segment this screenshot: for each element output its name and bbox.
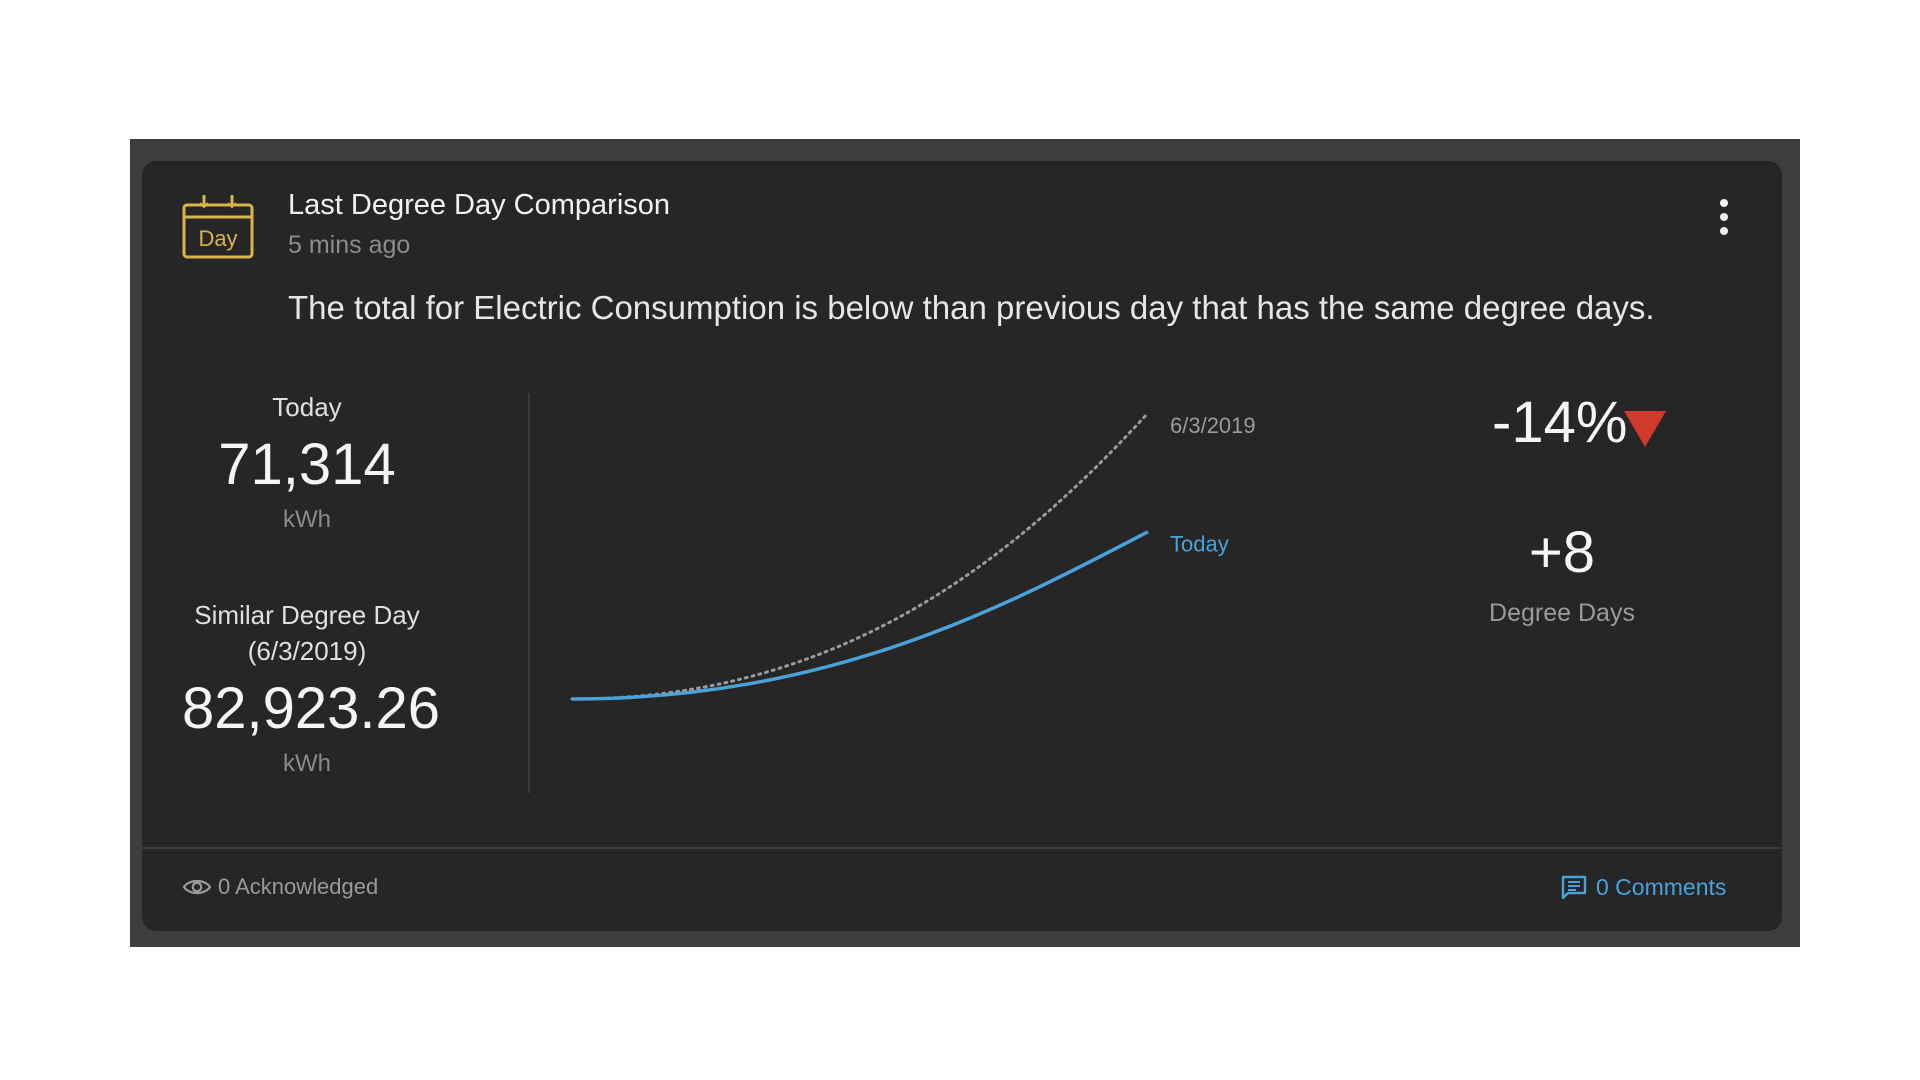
series-line-1 bbox=[571, 530, 1149, 701]
more-vert-icon[interactable] bbox=[1712, 197, 1736, 237]
comments-button[interactable]: 0 Comments bbox=[1560, 867, 1726, 907]
comparison-summary: -14% +8 Degree Days bbox=[1462, 389, 1722, 627]
today-unit: kWh bbox=[283, 506, 331, 533]
similar-unit: kWh bbox=[283, 750, 331, 777]
triangle-down-icon bbox=[1624, 411, 1666, 447]
degree-day-card: Day Last Degree Day Comparison 5 mins ag… bbox=[142, 161, 1782, 931]
card-timestamp: 5 mins ago bbox=[288, 231, 411, 259]
series-label-1: Today bbox=[1170, 532, 1229, 557]
degree-days-label: Degree Days bbox=[1489, 599, 1635, 627]
footer-divider bbox=[142, 847, 1782, 849]
percent-change-row: -14% bbox=[1462, 389, 1722, 459]
calendar-day-text: Day bbox=[198, 226, 237, 251]
acknowledged-label: 0 Acknowledged bbox=[218, 874, 379, 899]
comments-label: 0 Comments bbox=[1596, 873, 1727, 900]
today-value: 71,314 bbox=[218, 432, 396, 497]
card-title: Last Degree Day Comparison bbox=[288, 189, 671, 221]
series-line-0 bbox=[570, 411, 1150, 701]
similar-label-line2: (6/3/2019) bbox=[247, 636, 367, 666]
today-stat: Today 71,314 kWh bbox=[182, 389, 432, 537]
similar-label-line1: Similar Degree Day bbox=[194, 600, 420, 630]
today-label: Today bbox=[272, 392, 342, 422]
card-message: The total for Electric Consumption is be… bbox=[288, 289, 1655, 326]
widget-frame: Day Last Degree Day Comparison 5 mins ag… bbox=[130, 139, 1800, 947]
degree-days-value: +8 bbox=[1528, 520, 1596, 585]
comment-icon bbox=[1560, 874, 1588, 900]
comparison-chart: 6/3/2019 Today bbox=[562, 381, 1362, 801]
similar-value: 82,923.26 bbox=[182, 676, 441, 741]
stats-column: Today 71,314 kWh Similar Degree Day (6/3… bbox=[182, 389, 441, 781]
series-label-0: 6/3/2019 bbox=[1170, 413, 1256, 438]
acknowledged-button[interactable]: 0 Acknowledged bbox=[182, 867, 378, 907]
calendar-day-icon: Day bbox=[182, 193, 254, 259]
eye-icon bbox=[182, 876, 212, 898]
percent-change-value: -14% bbox=[1492, 390, 1628, 455]
similar-day-stat: Similar Degree Day (6/3/2019) 82,923.26 … bbox=[182, 597, 441, 781]
vertical-divider bbox=[528, 393, 530, 793]
